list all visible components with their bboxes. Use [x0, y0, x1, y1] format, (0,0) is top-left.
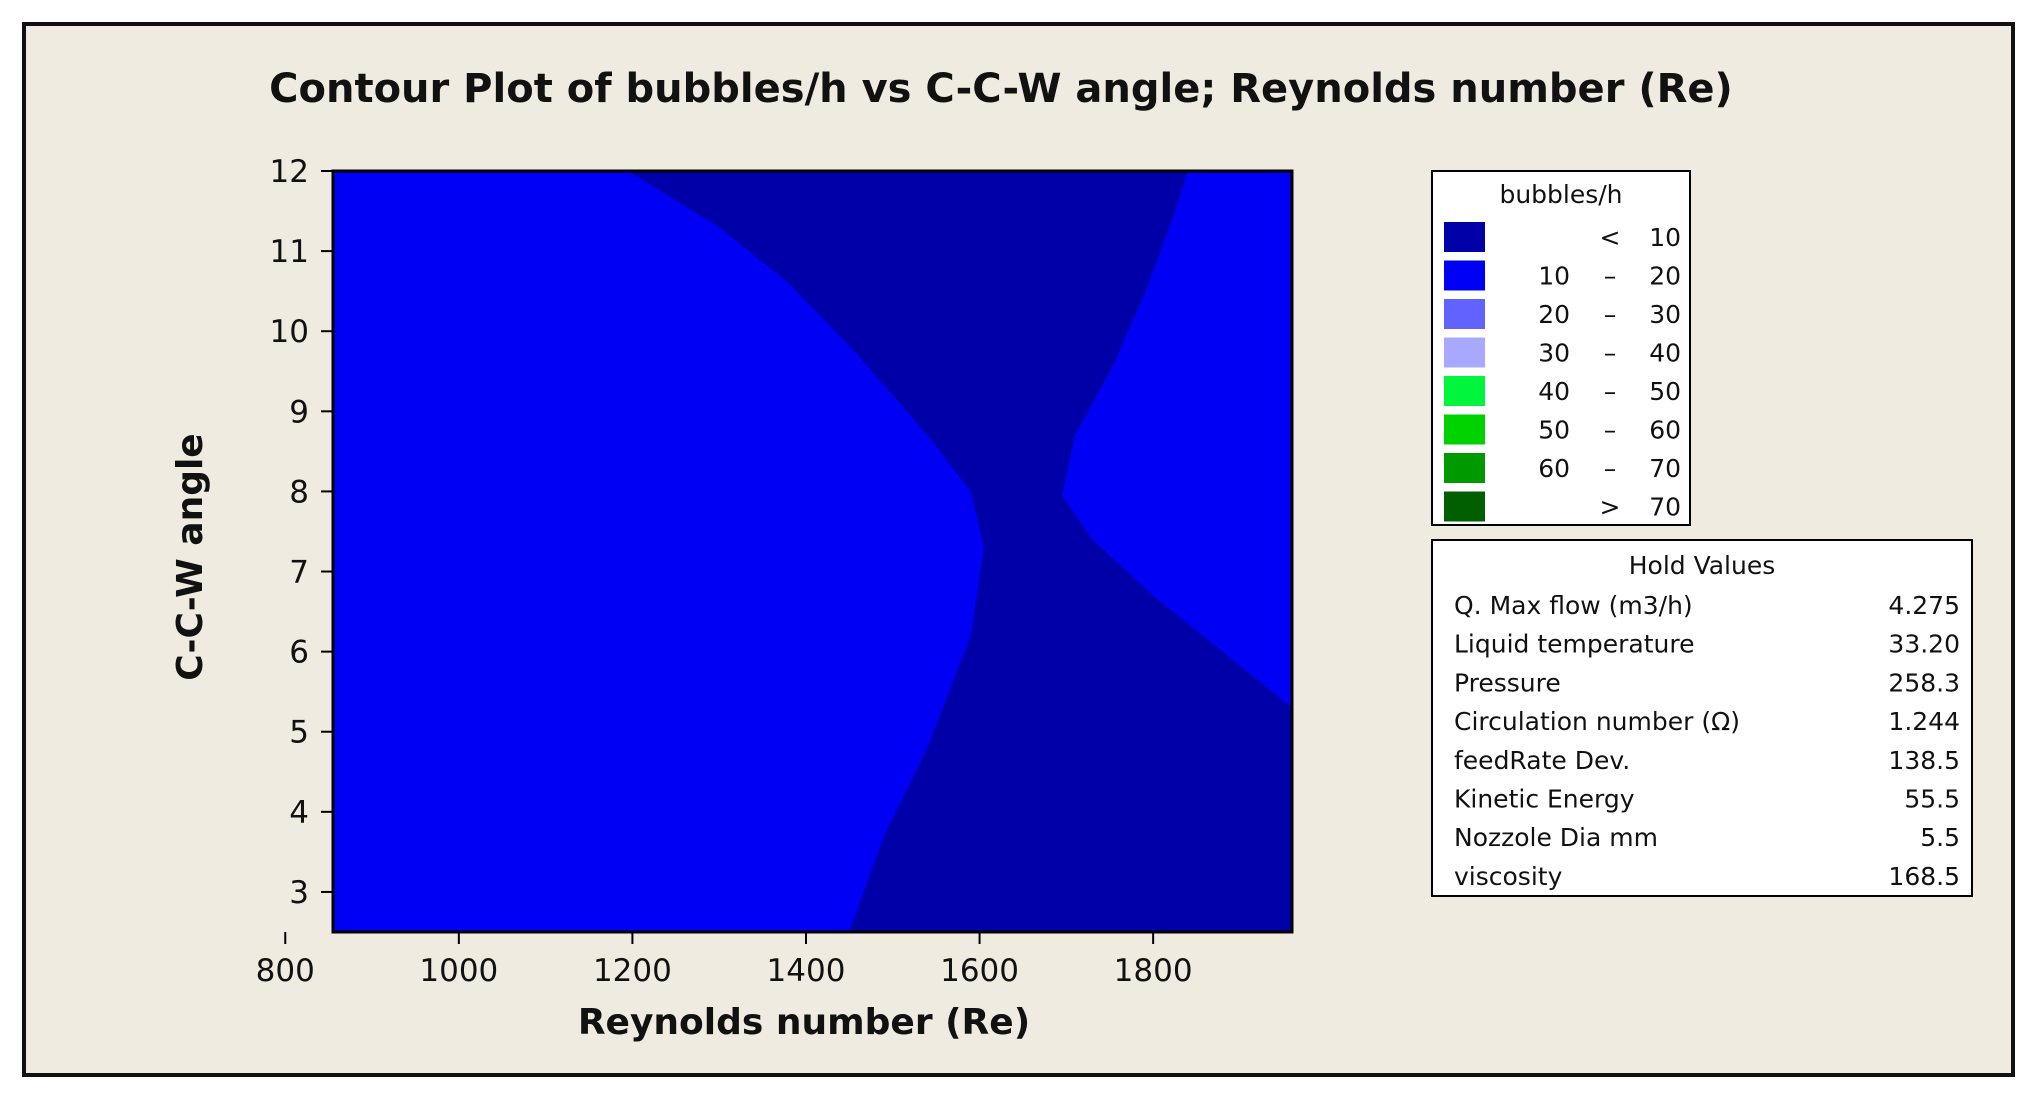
legend-low: 10 — [1538, 262, 1570, 291]
legend-low: 60 — [1538, 454, 1570, 483]
legend-swatch — [1444, 222, 1485, 252]
hold-value-number: 258.3 — [1888, 668, 1960, 697]
x-tick-label: 1600 — [940, 953, 1019, 989]
legend-high: 60 — [1649, 416, 1681, 445]
legend-swatch — [1444, 337, 1485, 368]
y-tick-label: 10 — [270, 314, 309, 350]
hold-value-name: Kinetic Energy — [1454, 785, 1635, 814]
x-tick-label: 1000 — [419, 953, 498, 989]
hold-value-name: Circulation number (Ω) — [1454, 707, 1740, 736]
legend-swatch — [1444, 453, 1485, 483]
hold-value-name: Q. Max flow (m3/h) — [1454, 591, 1693, 620]
y-tick-label: 9 — [289, 394, 309, 430]
legend-swatch — [1444, 414, 1485, 445]
hold-value-name: Pressure — [1454, 668, 1561, 697]
legend-sep: – — [1604, 262, 1617, 291]
hold-values-rows: Q. Max flow (m3/h) 4.275 Liquid temperatur… — [1454, 591, 1960, 891]
y-tick-label: 6 — [289, 635, 309, 671]
hold-value-name: viscosity — [1454, 862, 1563, 891]
hold-value-name: feedRate Dev. — [1454, 746, 1630, 775]
legend-sep: – — [1604, 454, 1617, 483]
y-axis-ticks: 3 4 5 6 7 8 9 10 11 12 — [270, 154, 333, 911]
hold-value-number: 168.5 — [1888, 862, 1960, 891]
contour-region-6 — [333, 171, 984, 932]
legend-swatch — [1444, 299, 1485, 329]
chart-title: Contour Plot of bubbles/h vs C-C-W angle… — [269, 66, 1733, 112]
legend-low: 50 — [1538, 416, 1570, 445]
legend-high: 70 — [1649, 454, 1681, 483]
hold-value-number: 138.5 — [1888, 746, 1960, 775]
hold-values-box — [1431, 539, 1973, 897]
hold-value-name: Nozzole Dia mm — [1454, 823, 1658, 852]
contour-region-7 — [1062, 171, 1292, 708]
hold-value-number: 4.275 — [1888, 591, 1960, 620]
y-tick-label: 11 — [270, 234, 309, 270]
legend-swatch — [1444, 260, 1485, 291]
hold-value-name: Liquid temperature — [1454, 630, 1695, 659]
legend-entries: <10 10 – 20 20 – 30 30 – 40 40 – 50 50 – 60 60 – 70 > 70 — [1444, 222, 1681, 522]
hold-values-panel: Hold Values Q. Max flow (m3/h) 4.275 Liqui… — [1431, 539, 1973, 897]
legend-swatch — [1444, 376, 1485, 406]
plot-area — [331, 169, 1294, 934]
plot-border — [331, 169, 1294, 934]
contour-regions — [333, 171, 1292, 932]
hold-value-number: 5.5 — [1920, 823, 1960, 852]
hold-value-number: 1.244 — [1888, 707, 1960, 736]
legend-title: bubbles/h — [1499, 180, 1622, 209]
legend-high: 50 — [1649, 377, 1681, 406]
legend-sep: – — [1604, 377, 1617, 406]
legend-low: 30 — [1538, 339, 1570, 368]
contour-chart: Contour Plot of bubbles/h vs C-C-W angle… — [170, 66, 1973, 1043]
x-tick-label: 1400 — [767, 953, 846, 989]
legend-swatch — [1444, 491, 1485, 522]
legend-sep: – — [1604, 300, 1617, 329]
hold-value-number: 55.5 — [1904, 785, 1960, 814]
hold-values-title: Hold Values — [1629, 551, 1776, 580]
chart-frame: Contour Plot of bubbles/h vs C-C-W angle… — [22, 22, 2015, 1077]
hold-value-number: 33.20 — [1888, 630, 1960, 659]
legend-high: 40 — [1649, 339, 1681, 368]
legend-sep: < — [1600, 223, 1621, 252]
y-tick-label: 8 — [289, 474, 309, 510]
y-axis-label: C-C-W angle — [170, 433, 211, 680]
legend-high: 70 — [1649, 493, 1681, 522]
legend-high: 20 — [1649, 262, 1681, 291]
y-tick-label: 7 — [289, 555, 309, 591]
x-axis-ticks: 800 1000 1200 1400 1600 1800 — [256, 932, 1193, 989]
x-tick-label: 800 — [256, 953, 315, 989]
legend-sep: > — [1600, 493, 1621, 522]
legend-low: 40 — [1538, 377, 1570, 406]
y-tick-label: 5 — [289, 715, 309, 751]
legend-sep: – — [1604, 416, 1617, 445]
legend-high: 30 — [1649, 300, 1681, 329]
y-tick-label: 3 — [289, 875, 309, 911]
legend-sep: – — [1604, 339, 1617, 368]
legend: bubbles/h <10 10 – 20 20 – 30 30 – 40 40 – 50 50 – 60 60… — [1431, 170, 1691, 526]
y-tick-label: 12 — [270, 154, 309, 190]
x-tick-label: 1200 — [593, 953, 672, 989]
legend-high: 10 — [1649, 223, 1681, 252]
y-tick-label: 4 — [289, 795, 309, 831]
legend-low: 20 — [1538, 300, 1570, 329]
x-axis-label: Reynolds number (Re) — [578, 1002, 1030, 1043]
x-tick-label: 1800 — [1114, 953, 1193, 989]
